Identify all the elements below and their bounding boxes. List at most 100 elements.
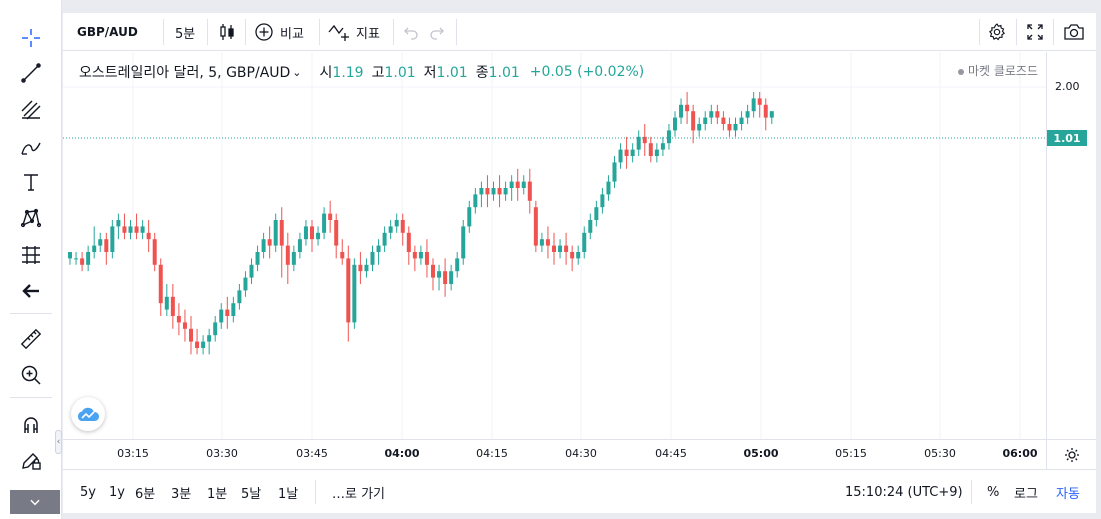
- candle[interactable]: [128, 220, 133, 240]
- candle[interactable]: [660, 136, 665, 156]
- settings-button[interactable]: [987, 13, 1007, 51]
- candle[interactable]: [630, 143, 635, 163]
- fib-tool[interactable]: [13, 95, 49, 125]
- candle[interactable]: [400, 213, 405, 246]
- candle[interactable]: [231, 296, 236, 323]
- redo-button[interactable]: [429, 13, 445, 51]
- candle[interactable]: [673, 111, 677, 137]
- candle[interactable]: [122, 213, 127, 240]
- candle[interactable]: [352, 258, 357, 329]
- candle[interactable]: [140, 220, 145, 240]
- candle[interactable]: [666, 124, 671, 150]
- candle[interactable]: [545, 226, 550, 259]
- candle[interactable]: [170, 284, 175, 329]
- candle[interactable]: [491, 181, 496, 201]
- candle[interactable]: [406, 226, 411, 265]
- candle[interactable]: [467, 200, 472, 233]
- candle[interactable]: [533, 200, 538, 252]
- candle[interactable]: [297, 232, 302, 259]
- candle[interactable]: [68, 252, 72, 265]
- price-axis[interactable]: 2.00 1.01: [1046, 52, 1096, 439]
- candle[interactable]: [195, 328, 200, 355]
- candle[interactable]: [769, 111, 774, 124]
- range-5d[interactable]: 5날: [241, 470, 261, 514]
- time-axis[interactable]: 03:15 03:30 03:45 04:00 04:15 04:30 04:45 05:00…: [63, 439, 1046, 469]
- candle[interactable]: [261, 232, 266, 259]
- candle[interactable]: [249, 258, 254, 284]
- text-tool[interactable]: [13, 167, 49, 197]
- measure-tool[interactable]: [13, 324, 49, 354]
- candle[interactable]: [412, 245, 417, 272]
- toolbar-scroll-down[interactable]: [10, 490, 60, 514]
- goto-date-button[interactable]: …로 가기: [332, 470, 385, 514]
- back-tool[interactable]: [13, 276, 49, 306]
- candle[interactable]: [176, 303, 181, 336]
- candle[interactable]: [358, 252, 363, 284]
- candle[interactable]: [388, 220, 393, 240]
- candle[interactable]: [237, 284, 242, 310]
- brush-tool[interactable]: [13, 132, 49, 162]
- crosshair-tool[interactable]: [13, 23, 49, 53]
- candle[interactable]: [80, 252, 85, 272]
- candle[interactable]: [152, 232, 157, 272]
- snapshot-button[interactable]: [1063, 13, 1085, 51]
- candle[interactable]: [552, 232, 556, 265]
- candle[interactable]: [219, 303, 224, 329]
- range-3m[interactable]: 3분: [171, 470, 191, 514]
- candle[interactable]: [709, 104, 714, 124]
- candle[interactable]: [642, 124, 647, 156]
- candle[interactable]: [303, 220, 308, 246]
- candle[interactable]: [279, 207, 284, 278]
- candle[interactable]: [527, 168, 532, 214]
- candle[interactable]: [243, 271, 248, 297]
- candle[interactable]: [182, 309, 187, 342]
- candle[interactable]: [679, 98, 684, 124]
- candle[interactable]: [158, 258, 163, 316]
- candle[interactable]: [116, 213, 121, 240]
- log-toggle[interactable]: 로그: [1014, 470, 1038, 514]
- candle[interactable]: [207, 328, 212, 355]
- trendline-tool[interactable]: [13, 58, 49, 88]
- chart-style-button[interactable]: [218, 13, 236, 51]
- candle[interactable]: [334, 213, 339, 259]
- legend-dropdown-icon[interactable]: ⌄: [292, 65, 302, 79]
- candle[interactable]: [739, 111, 744, 131]
- candle[interactable]: [431, 258, 435, 291]
- candle[interactable]: [267, 226, 272, 259]
- interval-button[interactable]: 5분: [175, 13, 195, 51]
- candle[interactable]: [745, 104, 750, 124]
- candle[interactable]: [74, 252, 79, 265]
- candle[interactable]: [273, 213, 278, 252]
- candle[interactable]: [134, 213, 139, 240]
- candle[interactable]: [751, 92, 756, 118]
- fullscreen-button[interactable]: [1026, 13, 1044, 51]
- symbol-search[interactable]: GBP/AUD: [77, 13, 138, 51]
- candle[interactable]: [346, 245, 351, 342]
- indicators-button[interactable]: 지표: [328, 13, 380, 51]
- candle[interactable]: [564, 232, 569, 265]
- auto-toggle[interactable]: 자동: [1056, 470, 1080, 514]
- undo-button[interactable]: [403, 13, 419, 51]
- candle[interactable]: [322, 207, 327, 240]
- candlestick-chart[interactable]: [63, 52, 1046, 439]
- candle[interactable]: [594, 200, 599, 227]
- candle[interactable]: [382, 226, 387, 252]
- candle[interactable]: [340, 239, 345, 265]
- compare-button[interactable]: 비교: [254, 13, 304, 51]
- candle[interactable]: [503, 181, 508, 201]
- candle[interactable]: [449, 264, 454, 291]
- candle[interactable]: [757, 92, 762, 118]
- candle[interactable]: [146, 220, 151, 252]
- candle[interactable]: [521, 175, 526, 195]
- range-1m[interactable]: 1분: [207, 470, 227, 514]
- percent-toggle[interactable]: %: [987, 470, 999, 514]
- candle[interactable]: [612, 156, 617, 188]
- candle[interactable]: [697, 117, 702, 137]
- candle[interactable]: [727, 117, 732, 137]
- candle[interactable]: [691, 104, 696, 144]
- candle[interactable]: [624, 136, 629, 169]
- candle[interactable]: [570, 245, 575, 272]
- candle[interactable]: [721, 111, 726, 131]
- candle[interactable]: [364, 258, 369, 278]
- range-1d[interactable]: 1날: [278, 470, 298, 514]
